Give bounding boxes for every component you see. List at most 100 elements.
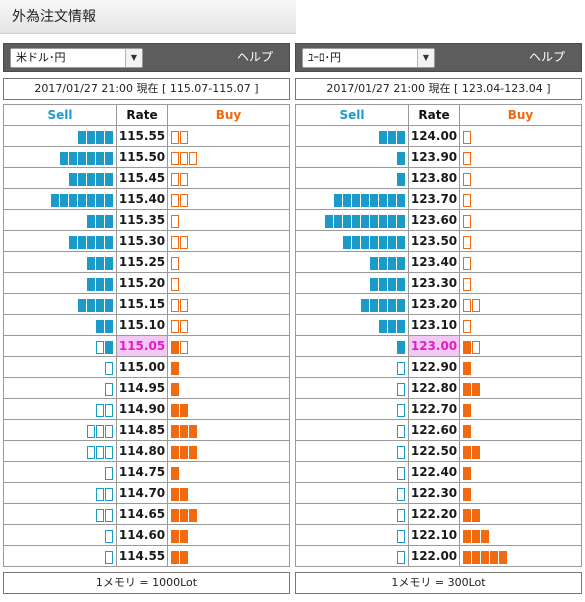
sell-volume-cell	[295, 125, 409, 147]
buy-volume-cell	[167, 398, 290, 420]
rate-cell: 115.35	[116, 209, 168, 231]
buy-volume-block	[180, 487, 188, 501]
buy-volume-block-hollow	[463, 172, 471, 186]
buy-volume-cell	[459, 272, 582, 294]
sell-volume-cell	[3, 188, 117, 210]
order-book-row: 123.50	[295, 230, 582, 252]
rate-cell: 115.00	[116, 356, 168, 378]
order-book-row: 114.75	[3, 461, 290, 483]
sell-volume-block	[78, 298, 86, 312]
help-link[interactable]: ヘルプ	[236, 50, 273, 64]
buy-volume-block-hollow	[180, 340, 188, 354]
quote-range: [ 123.04-123.04 ]	[454, 82, 551, 95]
buy-volume-block	[171, 508, 179, 522]
sell-volume-cell	[295, 440, 409, 462]
rate-cell: 115.15	[116, 293, 168, 315]
sell-volume-block	[334, 214, 342, 228]
buy-volume-cell	[459, 125, 582, 147]
currency-pair-select[interactable]: ﾕｰﾛ･円 ▼	[302, 48, 435, 68]
sell-volume-block	[397, 298, 405, 312]
rate-column-header: Rate	[116, 104, 168, 126]
sell-volume-cell	[295, 482, 409, 504]
sell-volume-block	[87, 130, 95, 144]
buy-volume-block	[189, 508, 197, 522]
order-book-table: Sell Rate Buy 124.00 123.90 123.80 123.70 12…	[295, 104, 582, 567]
buy-volume-block	[171, 382, 179, 396]
buy-volume-block	[463, 361, 471, 375]
sell-volume-block	[397, 130, 405, 144]
order-book-row: 114.80	[3, 440, 290, 462]
sell-volume-block-hollow	[397, 382, 405, 396]
table-header-row: Sell Rate Buy	[3, 104, 290, 126]
rate-cell: 124.00	[408, 125, 460, 147]
sell-volume-block	[388, 193, 396, 207]
sell-volume-block	[397, 277, 405, 291]
currency-pair-select[interactable]: 米ドル･円 ▼	[10, 48, 143, 68]
order-book-rows: 124.00 123.90 123.80 123.70 123.60 123.50 123.…	[295, 125, 582, 567]
order-book-row: 122.50	[295, 440, 582, 462]
sell-volume-block-hollow	[397, 361, 405, 375]
rate-cell: 114.60	[116, 524, 168, 546]
sell-volume-block	[87, 214, 95, 228]
sell-volume-block	[397, 256, 405, 270]
buy-volume-block-hollow	[171, 277, 179, 291]
rate-cell: 122.40	[408, 461, 460, 483]
sell-volume-block	[352, 214, 360, 228]
sell-volume-cell	[3, 209, 117, 231]
buy-volume-cell	[459, 545, 582, 567]
chevron-down-icon[interactable]: ▼	[417, 49, 434, 67]
status-label: 現在	[136, 82, 159, 95]
buy-volume-cell	[167, 167, 290, 189]
order-book-row: 123.40	[295, 251, 582, 273]
sell-volume-block-hollow	[397, 445, 405, 459]
buy-volume-block-hollow	[463, 298, 471, 312]
order-book-row: 122.60	[295, 419, 582, 441]
rate-cell: 114.85	[116, 419, 168, 441]
sell-volume-block	[69, 172, 77, 186]
sell-volume-block	[69, 235, 77, 249]
sell-volume-block	[397, 172, 405, 186]
sell-volume-block	[370, 298, 378, 312]
buy-volume-block	[180, 529, 188, 543]
buy-volume-cell	[167, 377, 290, 399]
buy-column-header: Buy	[459, 104, 582, 126]
buy-volume-block-hollow	[171, 319, 179, 333]
sell-volume-block-hollow	[96, 340, 104, 354]
sell-volume-block	[379, 193, 387, 207]
sell-volume-block	[105, 130, 113, 144]
buy-volume-cell	[459, 230, 582, 252]
sell-volume-block	[96, 151, 104, 165]
sell-volume-cell	[295, 503, 409, 525]
buy-volume-block	[180, 445, 188, 459]
sell-volume-cell	[295, 251, 409, 273]
sell-volume-block	[96, 130, 104, 144]
buy-volume-cell	[167, 188, 290, 210]
rate-column-header: Rate	[408, 104, 460, 126]
sell-volume-cell	[295, 167, 409, 189]
sell-volume-block-hollow	[397, 403, 405, 417]
sell-volume-cell	[3, 377, 117, 399]
buy-volume-block-hollow	[463, 256, 471, 270]
sell-volume-block	[379, 130, 387, 144]
buy-volume-cell	[167, 440, 290, 462]
sell-volume-block	[96, 277, 104, 291]
sell-volume-block-hollow	[96, 508, 104, 522]
rate-cell: 115.50	[116, 146, 168, 168]
buy-volume-cell	[167, 482, 290, 504]
sell-volume-block	[379, 256, 387, 270]
buy-volume-block-hollow	[171, 193, 179, 207]
sell-volume-block	[105, 319, 113, 333]
order-book-row: 123.80	[295, 167, 582, 189]
buy-volume-cell	[459, 293, 582, 315]
sell-volume-block	[352, 193, 360, 207]
chevron-down-icon[interactable]: ▼	[125, 49, 142, 67]
rate-cell: 114.80	[116, 440, 168, 462]
sell-volume-cell	[3, 461, 117, 483]
order-book-rows: 115.55 115.50 115.45 115.40 115.35 115.30 115.…	[3, 125, 290, 567]
help-link[interactable]: ヘルプ	[528, 50, 565, 64]
buy-volume-block	[463, 382, 471, 396]
buy-volume-cell	[459, 419, 582, 441]
rate-cell: 114.70	[116, 482, 168, 504]
sell-volume-cell	[3, 356, 117, 378]
buy-volume-block-hollow	[180, 298, 188, 312]
